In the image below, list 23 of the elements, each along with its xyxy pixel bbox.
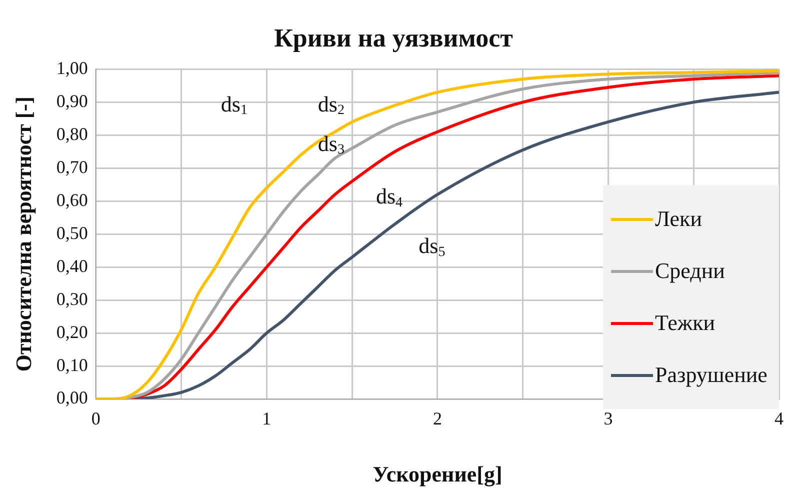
y-axis-title: Относителна вероятност [-] bbox=[10, 96, 36, 372]
legend-label: Леки bbox=[655, 206, 702, 232]
y-tick-label: 0,60 bbox=[56, 190, 88, 210]
y-tick-label: 0,20 bbox=[56, 322, 88, 342]
legend-label: Разрушение bbox=[655, 362, 768, 388]
x-tick-label: 3 bbox=[604, 408, 613, 429]
legend-label: Средни bbox=[655, 258, 725, 284]
x-tick-label: 0 bbox=[91, 408, 100, 429]
y-tick-label: 0,80 bbox=[56, 124, 88, 144]
y-tick-label: 0,40 bbox=[56, 256, 88, 276]
y-tick-label: 0,70 bbox=[56, 156, 88, 177]
x-tick-label: 4 bbox=[774, 408, 784, 429]
y-tick-label: 0,10 bbox=[56, 354, 88, 375]
y-tick-label: 0,90 bbox=[56, 90, 88, 111]
x-axis-title: Ускорение[g] bbox=[372, 461, 502, 486]
y-tick-label: 0,30 bbox=[56, 288, 88, 309]
chart-title: Криви на уязвимост bbox=[274, 23, 514, 52]
legend-label: Тежки bbox=[655, 310, 716, 336]
y-tick-label: 0,50 bbox=[56, 222, 88, 243]
y-tick-label: 1,00 bbox=[56, 58, 88, 78]
x-tick-label: 2 bbox=[432, 408, 442, 429]
y-tick-label: 0,00 bbox=[56, 388, 88, 408]
x-tick-label: 1 bbox=[262, 408, 272, 429]
